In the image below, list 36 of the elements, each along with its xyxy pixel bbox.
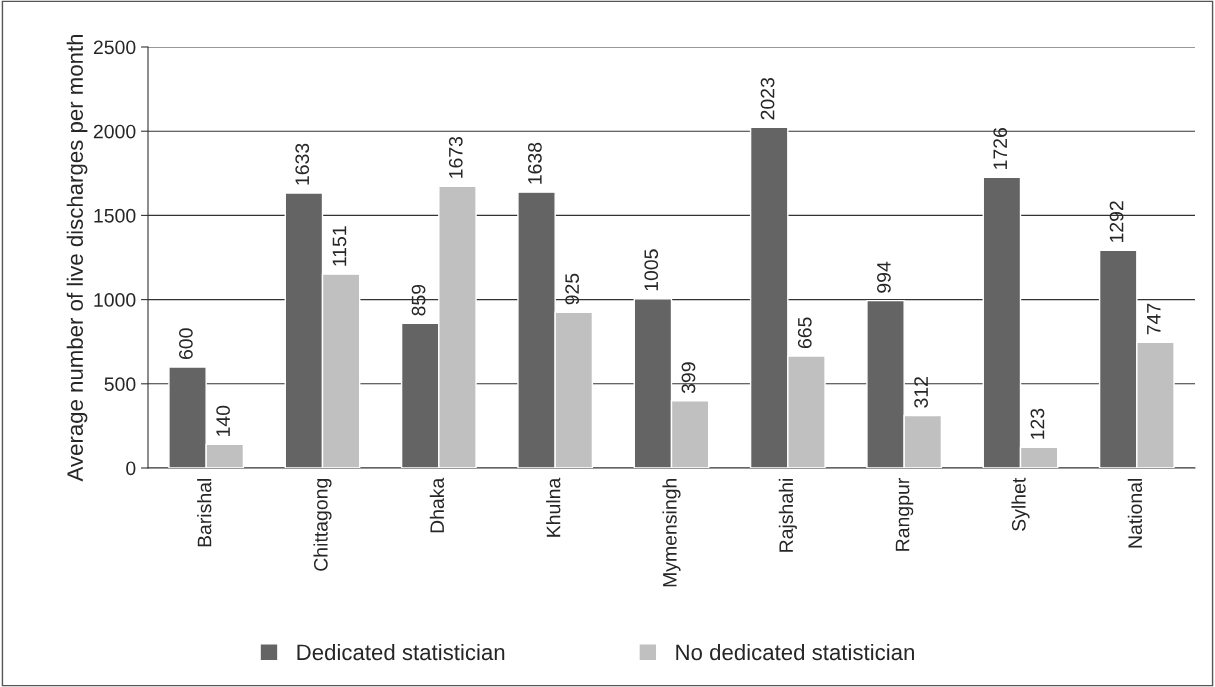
data-label: 1673 xyxy=(448,136,463,178)
x-tick-label: National xyxy=(1127,479,1143,548)
x-tick-label: Rangpur xyxy=(895,478,914,551)
data-label: 123 xyxy=(1030,408,1045,439)
y-tick-label: 2500 xyxy=(93,40,136,55)
data-label: 1726 xyxy=(993,128,1008,169)
data-label: 399 xyxy=(681,362,696,394)
data-label: 859 xyxy=(411,284,426,316)
x-tick-label: Chittagong xyxy=(313,478,332,571)
x-tick-label: Rajshahi xyxy=(778,479,797,552)
data-label: 994 xyxy=(877,261,891,293)
x-tick-label: Khulna xyxy=(546,477,561,537)
data-label: 2023 xyxy=(760,77,775,120)
y-tick-label: 1500 xyxy=(94,208,136,223)
data-label: 1638 xyxy=(528,142,542,184)
data-label: 600 xyxy=(179,328,193,360)
x-tick-label: Sylhet xyxy=(1011,477,1030,531)
legend-label: No dedicated statistician xyxy=(676,643,914,661)
data-label: 665 xyxy=(797,317,812,349)
x-tick-label: Dhaka xyxy=(429,477,445,533)
data-label: 925 xyxy=(565,273,579,305)
x-tick-label: Mymensingh xyxy=(662,478,681,587)
data-label: 1292 xyxy=(1109,201,1124,242)
data-label: 747 xyxy=(1147,303,1161,335)
y-axis-title: Average number of live discharges per month xyxy=(66,34,88,482)
y-tick-label: 1000 xyxy=(94,293,136,307)
data-label: 140 xyxy=(216,405,230,436)
data-label: 1151 xyxy=(332,226,347,266)
data-label: 1005 xyxy=(644,249,659,291)
x-tick-label: Barishal xyxy=(197,479,212,547)
y-tick-label: 500 xyxy=(104,377,136,392)
y-tick-label: 0 xyxy=(126,461,136,476)
y-tick-label: 2000 xyxy=(93,124,136,139)
data-label: 312 xyxy=(914,377,928,408)
data-label: 1633 xyxy=(295,143,310,185)
legend-label: Dedicated statistician xyxy=(297,643,505,661)
